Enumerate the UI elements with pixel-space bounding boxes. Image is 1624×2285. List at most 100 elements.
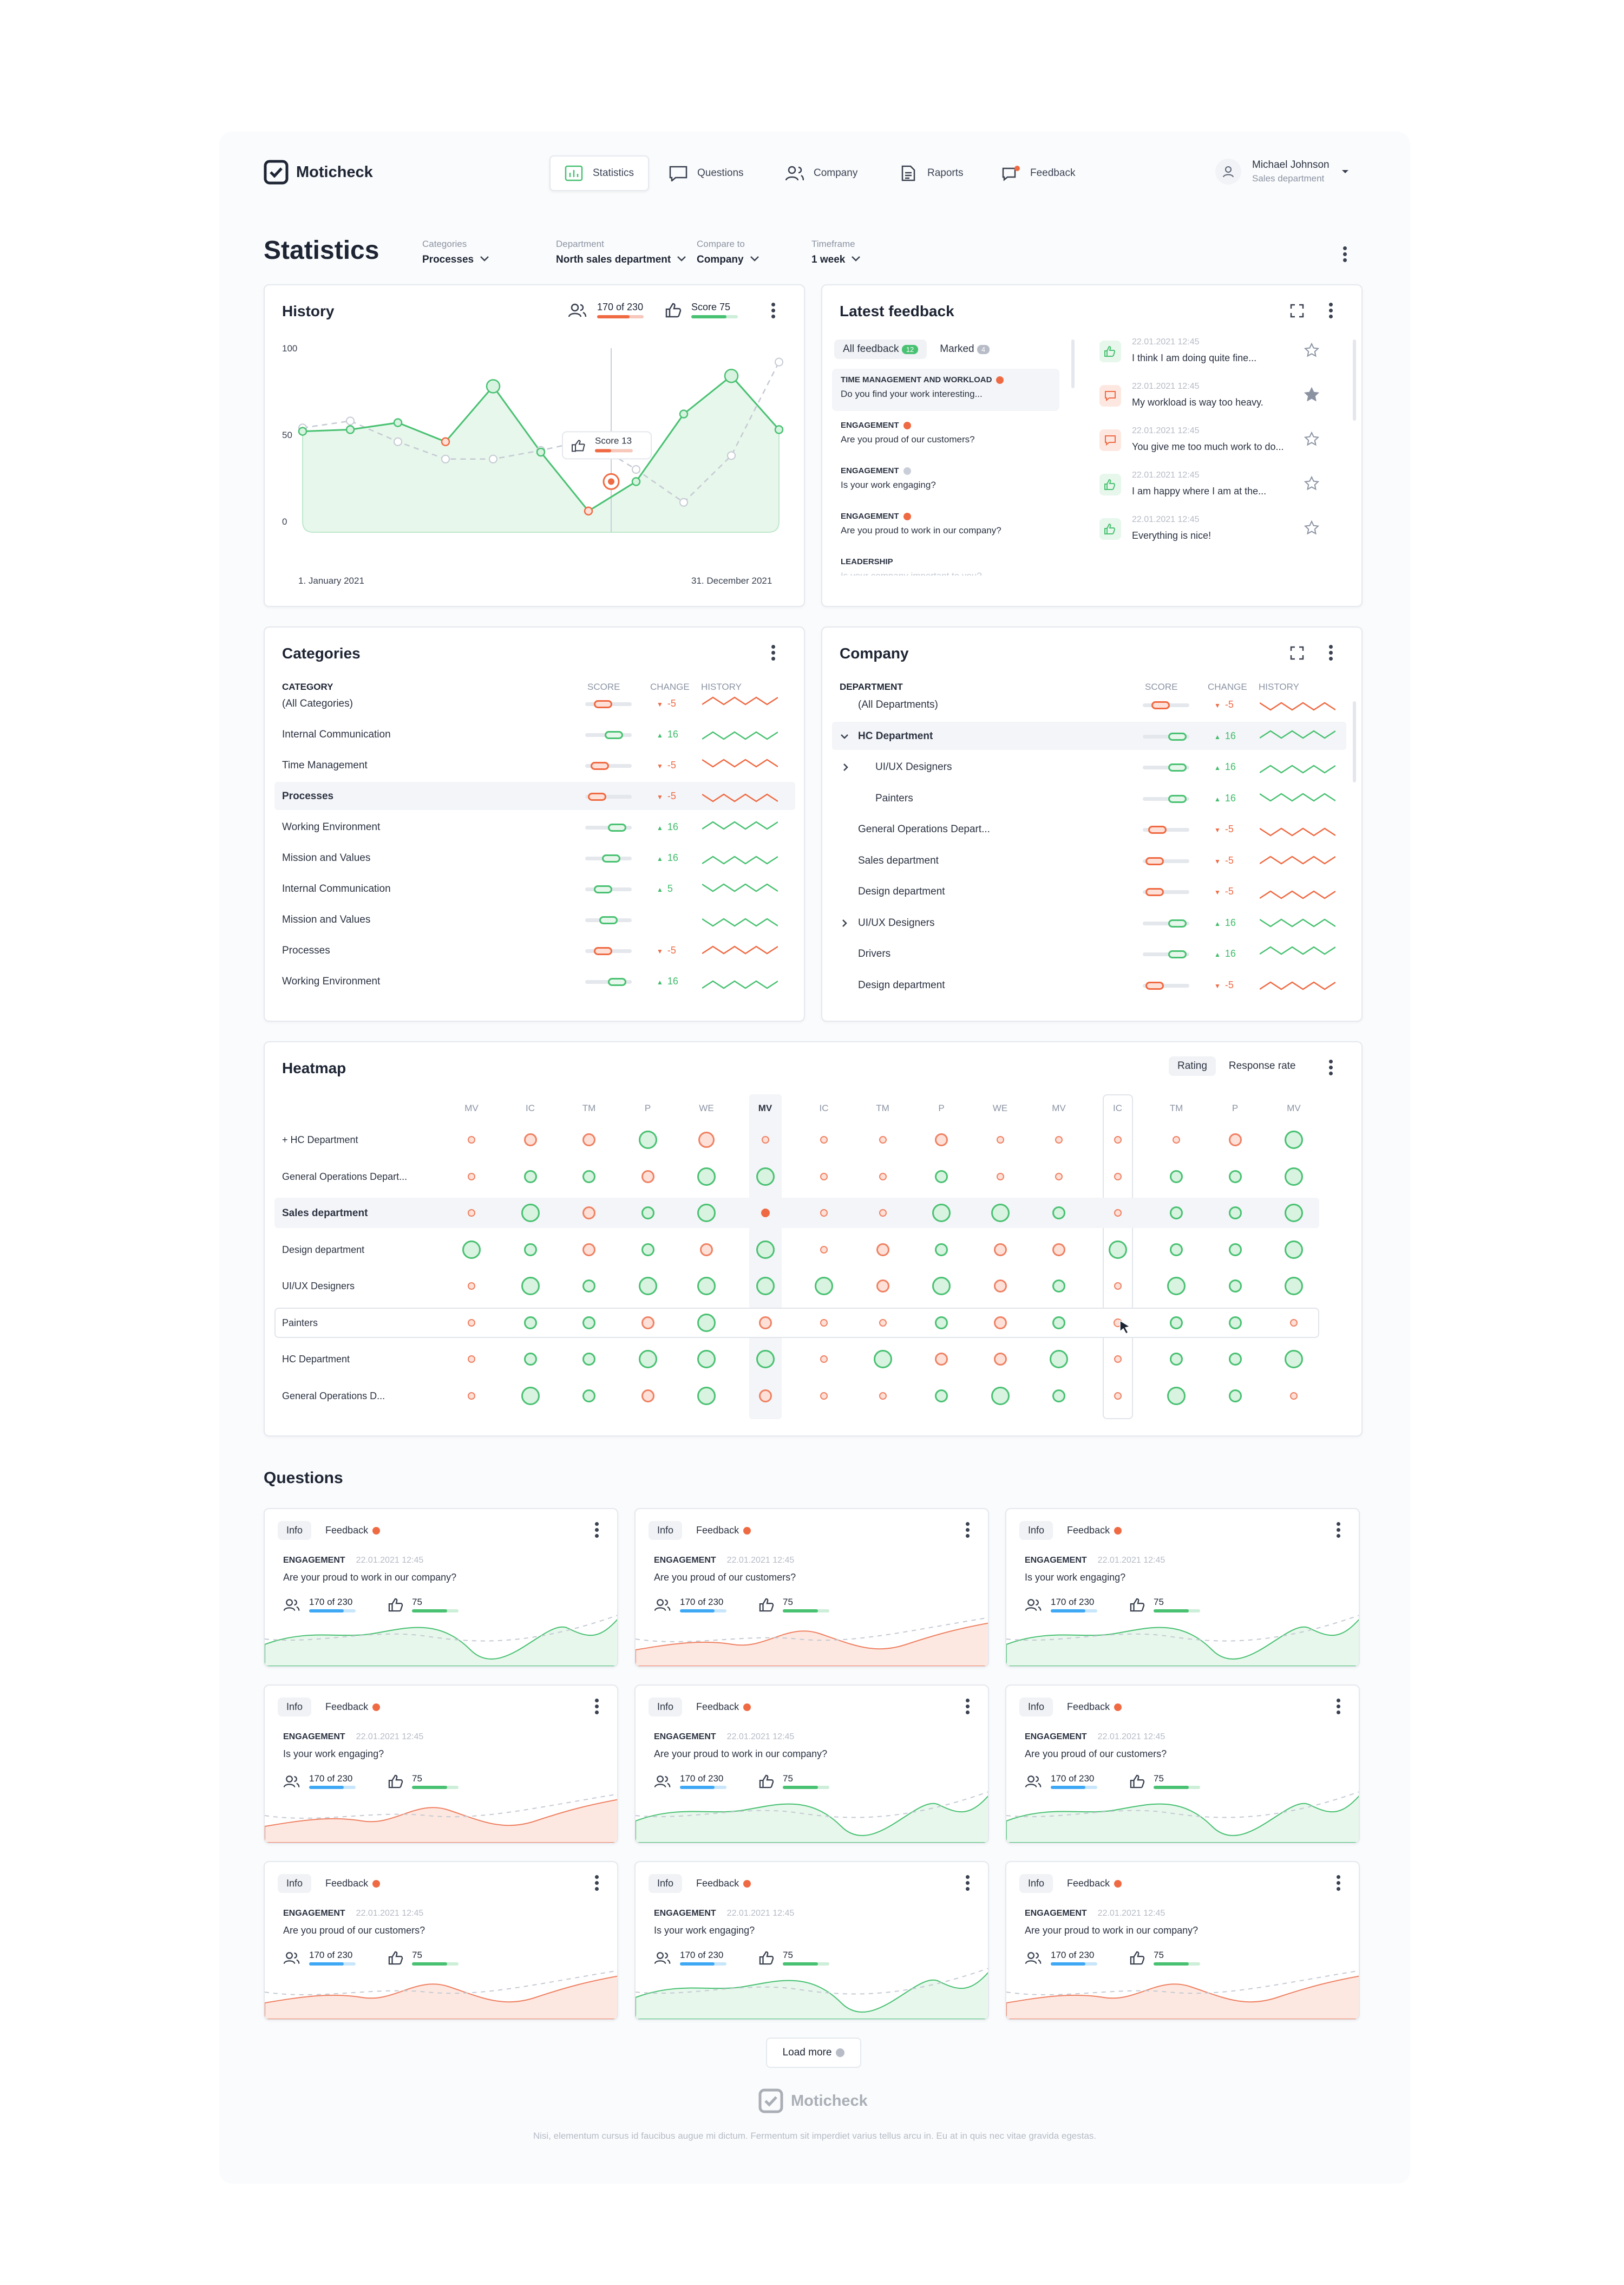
heatmap-cell[interactable] [991, 1204, 1010, 1222]
tab-feedback[interactable]: Feedback [687, 1521, 759, 1540]
category-name[interactable]: Internal Communication [282, 883, 391, 895]
filter-department[interactable]: Department North sales department [556, 239, 687, 266]
heatmap-cell[interactable] [879, 1172, 887, 1180]
feedback-item[interactable]: 22.01.2021 12:45 You give me too much wor… [1099, 426, 1338, 464]
score-point[interactable] [584, 506, 593, 516]
heatmap-row-label[interactable]: Design department [282, 1244, 365, 1255]
tab-info[interactable]: Info [1019, 1698, 1053, 1716]
tab-info[interactable]: Info [649, 1874, 683, 1893]
heatmap-cell[interactable] [1170, 1206, 1183, 1219]
company-more-icon[interactable] [1329, 645, 1333, 663]
heatmap-cell[interactable] [996, 1136, 1004, 1144]
heatmap-cell[interactable] [1285, 1240, 1303, 1259]
heatmap-cell[interactable] [993, 1316, 1007, 1329]
score-point[interactable] [679, 409, 689, 419]
category-name[interactable]: Internal Communication [282, 729, 391, 740]
heatmap-row-label[interactable]: General Operations D... [282, 1390, 385, 1401]
heatmap-cell[interactable] [582, 1279, 595, 1292]
heatmap-cell[interactable] [935, 1133, 948, 1146]
tab-feedback[interactable]: Feedback [687, 1874, 759, 1893]
heatmap-cell[interactable] [1114, 1136, 1122, 1144]
category-name[interactable]: Working Environment [282, 821, 381, 833]
score-point[interactable] [724, 368, 739, 383]
tab-all-feedback[interactable]: All feedback 12 [834, 340, 927, 359]
heatmap-cell[interactable] [582, 1316, 595, 1329]
feedback-question[interactable]: ENGAGEMENT Are you proud to work in our c… [832, 505, 1059, 547]
heatmap-cell[interactable] [1108, 1240, 1127, 1259]
heatmap-cell[interactable] [697, 1204, 716, 1222]
heatmap-cell[interactable] [638, 1350, 657, 1368]
nav-statistics[interactable]: Statistics [549, 155, 650, 191]
score-point[interactable] [298, 427, 307, 436]
department-name[interactable]: HC Department [858, 730, 933, 742]
question-card[interactable]: Info Feedback ENGAGEMENT 22.01.2021 12:45 Ar… [1005, 1861, 1360, 2020]
filter-categories[interactable]: Categories Processes [422, 239, 490, 266]
department-name[interactable]: General Operations Depart... [858, 824, 990, 835]
question-card[interactable]: Info Feedback ENGAGEMENT 22.01.2021 12:45 Ar… [634, 1685, 989, 1844]
heatmap-cell[interactable] [1052, 1316, 1065, 1329]
heatmap-cell[interactable] [756, 1277, 775, 1295]
heatmap-cell[interactable] [462, 1240, 481, 1259]
tab-feedback[interactable]: Feedback [1058, 1698, 1130, 1716]
nav-raports[interactable]: Raports [885, 155, 978, 191]
tab-info[interactable]: Info [649, 1521, 683, 1540]
items-scrollbar[interactable] [1353, 340, 1356, 421]
heatmap-cell[interactable] [820, 1355, 828, 1363]
heatmap-row-label[interactable]: General Operations Depart... [282, 1171, 408, 1182]
department-name[interactable]: Drivers [858, 948, 891, 959]
tab-feedback[interactable]: Feedback [317, 1874, 389, 1893]
department-name[interactable]: UI/UX Designers [858, 917, 935, 929]
heatmap-more-icon[interactable] [1329, 1060, 1333, 1078]
chevron-right-icon[interactable] [840, 918, 849, 928]
heatmap-cell[interactable] [641, 1389, 654, 1402]
heatmap-cell[interactable] [641, 1206, 654, 1219]
heatmap-cell[interactable] [820, 1209, 828, 1217]
heatmap-cell[interactable] [1285, 1167, 1303, 1186]
heatmap-cell[interactable] [756, 1167, 775, 1186]
heatmap-cell[interactable] [758, 1316, 772, 1329]
heatmap-cell[interactable] [758, 1389, 772, 1402]
user-menu[interactable]: Michael Johnson Sales department [1215, 159, 1350, 185]
heatmap-cell[interactable] [996, 1172, 1004, 1180]
heatmap-cell[interactable] [820, 1245, 828, 1254]
heatmap-cell[interactable] [1052, 1389, 1065, 1402]
filter-compare-to[interactable]: Compare to Company [697, 239, 760, 266]
department-name[interactable]: Sales department [858, 854, 939, 866]
heatmap-row-label[interactable]: Painters [282, 1317, 318, 1328]
tab-feedback[interactable]: Feedback [317, 1521, 389, 1540]
heatmap-cell[interactable] [582, 1243, 595, 1256]
heatmap-cell[interactable] [1290, 1318, 1298, 1327]
heatmap-cell[interactable] [820, 1172, 828, 1180]
heatmap-cell[interactable] [468, 1392, 475, 1400]
star-icon[interactable] [1304, 343, 1319, 358]
heatmap-cell[interactable] [1052, 1206, 1065, 1219]
heatmap-cell[interactable] [700, 1243, 713, 1256]
heatmap-cell[interactable] [876, 1279, 889, 1292]
heatmap-cell[interactable] [638, 1277, 657, 1295]
heatmap-cell[interactable] [638, 1131, 657, 1149]
heatmap-cell[interactable] [697, 1277, 716, 1295]
heatmap-cell[interactable] [582, 1353, 595, 1366]
heatmap-cell[interactable] [468, 1136, 475, 1144]
heatmap-cell[interactable] [582, 1206, 595, 1219]
heatmap-cell[interactable] [991, 1386, 1010, 1405]
heatmap-cell[interactable] [641, 1243, 654, 1256]
tab-feedback[interactable]: Feedback [317, 1698, 389, 1716]
question-card[interactable]: Info Feedback ENGAGEMENT 22.01.2021 12:45 Ar… [1005, 1685, 1360, 1844]
heatmap-cell[interactable] [523, 1243, 537, 1256]
latest-more-icon[interactable] [1329, 303, 1333, 321]
heatmap-cell[interactable] [582, 1389, 595, 1402]
heatmap-cell[interactable] [521, 1204, 540, 1222]
heatmap-row-label[interactable]: HC Department [282, 1354, 350, 1365]
feedback-item[interactable]: 22.01.2021 12:45 Everything is nice! [1099, 515, 1338, 553]
chevron-down-icon[interactable] [840, 732, 849, 741]
heatmap-cell[interactable] [641, 1316, 654, 1329]
heatmap-cell[interactable] [468, 1318, 475, 1327]
heatmap-cell[interactable] [468, 1355, 475, 1363]
response-rate-button[interactable]: Response rate [1228, 1060, 1296, 1072]
category-name[interactable]: Processes [282, 791, 334, 802]
heatmap-cell[interactable] [876, 1243, 889, 1256]
heatmap-cell[interactable] [1228, 1279, 1242, 1292]
heatmap-cell[interactable] [523, 1353, 537, 1366]
filter-timeframe[interactable]: Timeframe 1 week [811, 239, 861, 266]
